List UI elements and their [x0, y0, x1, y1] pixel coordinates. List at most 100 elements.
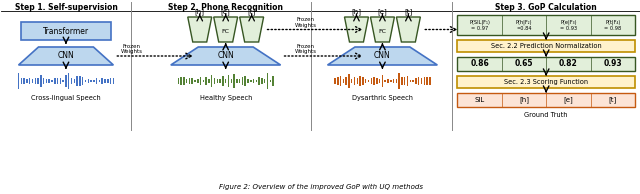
Text: P(h|F₂)
=0.84: P(h|F₂) =0.84: [516, 19, 532, 31]
Bar: [273, 76, 274, 86]
Bar: [407, 76, 408, 86]
Bar: [54, 78, 56, 84]
Bar: [458, 15, 635, 35]
Bar: [222, 75, 223, 87]
Bar: [236, 79, 237, 83]
Bar: [234, 74, 235, 88]
Bar: [203, 80, 204, 82]
Bar: [76, 76, 78, 86]
Bar: [88, 79, 89, 83]
Bar: [228, 75, 229, 87]
Text: CNN: CNN: [218, 51, 234, 61]
Bar: [177, 78, 179, 84]
Text: [e]: [e]: [378, 9, 387, 15]
Bar: [43, 78, 44, 84]
Polygon shape: [239, 17, 264, 42]
Bar: [399, 73, 400, 89]
Bar: [79, 76, 81, 87]
Text: [t]: [t]: [404, 9, 413, 15]
Bar: [337, 77, 339, 85]
Bar: [71, 78, 72, 84]
Text: Sec. 2.3 Scoring Function: Sec. 2.3 Scoring Function: [504, 79, 588, 85]
Bar: [35, 78, 36, 84]
Text: P(SIL|F₁)
= 0.97: P(SIL|F₁) = 0.97: [469, 19, 490, 31]
Bar: [195, 80, 196, 82]
Text: Healthy Speech: Healthy Speech: [200, 95, 252, 101]
Text: [e]: [e]: [563, 97, 573, 103]
Bar: [68, 73, 70, 89]
Text: Sec. 2.2 Prediction Normalization: Sec. 2.2 Prediction Normalization: [491, 43, 602, 49]
Bar: [458, 57, 635, 71]
Bar: [346, 77, 347, 85]
Bar: [32, 79, 33, 83]
Bar: [37, 79, 39, 83]
Bar: [191, 78, 193, 84]
Bar: [216, 79, 218, 83]
Bar: [458, 76, 635, 88]
Bar: [253, 79, 254, 83]
Bar: [351, 79, 353, 83]
Text: CNN: CNN: [58, 51, 74, 61]
Bar: [225, 79, 227, 83]
Bar: [90, 80, 92, 82]
Bar: [200, 77, 202, 85]
Bar: [20, 78, 22, 84]
Bar: [390, 80, 392, 82]
Bar: [21, 22, 111, 40]
Bar: [180, 77, 182, 85]
Bar: [242, 77, 243, 85]
Bar: [387, 79, 388, 83]
Bar: [458, 93, 635, 107]
Text: CNN: CNN: [374, 51, 391, 61]
Text: Step 3. GoP Calculation: Step 3. GoP Calculation: [495, 3, 597, 11]
Bar: [360, 75, 361, 87]
Bar: [49, 79, 50, 83]
Text: Figure 2: Overview of the improved GoP with UQ methods: Figure 2: Overview of the improved GoP w…: [218, 184, 422, 190]
Polygon shape: [328, 47, 437, 65]
Bar: [65, 75, 67, 87]
Text: [e]: [e]: [221, 9, 230, 15]
Text: FC: FC: [221, 29, 230, 34]
Bar: [385, 80, 386, 82]
Bar: [186, 79, 188, 83]
Bar: [60, 78, 61, 84]
Text: Cross-lingual Speech: Cross-lingual Speech: [31, 95, 101, 101]
Bar: [365, 79, 367, 83]
Bar: [29, 78, 31, 84]
Bar: [84, 80, 86, 82]
Bar: [18, 73, 19, 89]
Bar: [51, 80, 52, 82]
Bar: [250, 80, 252, 82]
Bar: [26, 79, 28, 83]
Bar: [420, 79, 422, 84]
Text: Dysarthric Speech: Dysarthric Speech: [352, 95, 413, 101]
Bar: [189, 78, 190, 84]
Bar: [259, 77, 260, 85]
Bar: [371, 78, 372, 84]
Bar: [356, 78, 358, 84]
Text: [h]: [h]: [351, 9, 362, 15]
Bar: [373, 77, 375, 85]
Bar: [418, 77, 419, 85]
Bar: [368, 80, 369, 82]
Polygon shape: [371, 17, 394, 42]
Bar: [269, 80, 271, 82]
Bar: [214, 78, 215, 84]
Bar: [96, 78, 97, 84]
Bar: [211, 75, 212, 87]
Bar: [220, 79, 221, 83]
Bar: [393, 79, 394, 83]
Text: P(t|F₄)
= 0.98: P(t|F₄) = 0.98: [604, 19, 621, 31]
Text: Frozen
Weights: Frozen Weights: [294, 17, 317, 28]
Bar: [208, 79, 210, 83]
Text: Step 1. Self-supervision: Step 1. Self-supervision: [15, 3, 117, 11]
Text: Transformer: Transformer: [43, 27, 89, 36]
Bar: [424, 77, 425, 85]
Text: [t]: [t]: [248, 9, 256, 15]
Text: 0.86: 0.86: [470, 60, 489, 68]
Text: [h]: [h]: [519, 97, 529, 103]
Bar: [415, 78, 417, 84]
Bar: [404, 77, 406, 85]
Bar: [267, 73, 268, 89]
Polygon shape: [171, 47, 280, 65]
